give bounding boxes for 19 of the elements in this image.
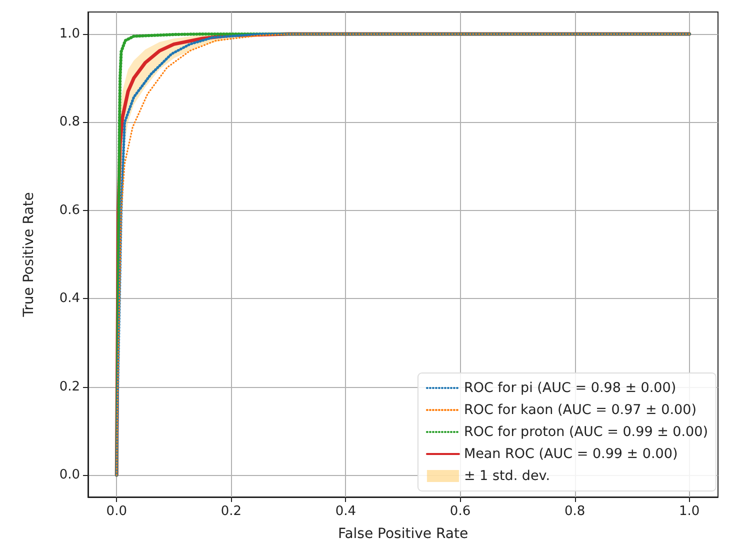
y-tick-label: 0.6 <box>59 202 80 218</box>
x-tick-label: 0.4 <box>335 504 356 519</box>
annotation: ± 1 std. dev. <box>464 468 550 484</box>
x-tick-label: 0.0 <box>106 504 127 519</box>
x-tick-label: 1.0 <box>679 504 700 519</box>
y-tick-label: 0.2 <box>59 379 80 394</box>
y-tick-label: 0.8 <box>59 114 80 130</box>
y-axis-title: True Positive Rate <box>21 192 37 318</box>
y-tick-label: 1.0 <box>59 26 80 42</box>
legend-label: ROC for pi (AUC = 0.98 ± 0.00) <box>464 380 676 396</box>
x-tick-label: 0.2 <box>220 504 242 519</box>
x-tick-label: 0.6 <box>450 504 471 519</box>
legend-label: ROC for proton (AUC = 0.99 ± 0.00) <box>464 424 708 440</box>
y-tick-label: 0.0 <box>59 467 80 482</box>
x-axis-title: False Positive Rate <box>338 526 468 542</box>
legend-label: Mean ROC (AUC = 0.99 ± 0.00) <box>464 446 678 462</box>
y-tick-label: 0.4 <box>59 291 80 306</box>
legend-label: ROC for kaon (AUC = 0.97 ± 0.00) <box>464 402 696 418</box>
x-tick-label: 0.8 <box>564 504 586 519</box>
